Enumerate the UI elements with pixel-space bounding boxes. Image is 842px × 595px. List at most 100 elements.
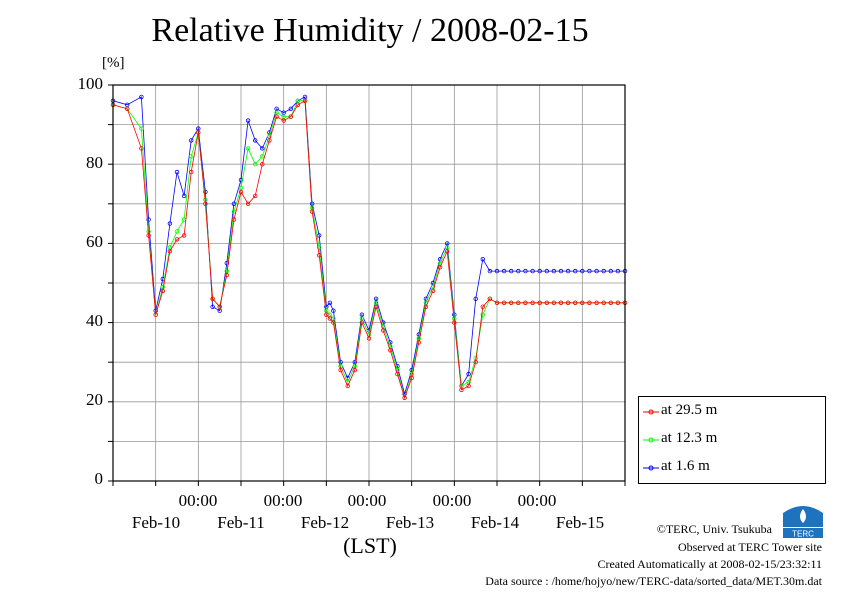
data-point (594, 300, 599, 305)
data-point (615, 300, 621, 305)
data-point (352, 360, 357, 365)
data-point (181, 233, 187, 238)
data-point (203, 189, 208, 195)
data-point (196, 126, 201, 131)
data-point (231, 209, 237, 214)
legend-item: at 12.3 m (639, 429, 825, 449)
data-point (345, 379, 350, 385)
data-point (359, 316, 365, 321)
data-point (260, 146, 265, 151)
data-point (516, 300, 521, 305)
data-point (587, 300, 592, 305)
data-point (459, 383, 464, 389)
data-point (373, 296, 379, 301)
svg-text:TERC: TERC (792, 530, 814, 539)
data-point (565, 268, 571, 274)
data-point (217, 308, 222, 313)
data-point (331, 320, 336, 325)
data-point (160, 284, 165, 290)
data-point (573, 300, 578, 305)
data-point (317, 233, 322, 238)
data-point (260, 161, 265, 167)
data-point (395, 367, 400, 373)
data-point (395, 364, 400, 369)
data-point (565, 300, 571, 305)
data-point (174, 237, 180, 242)
data-point (327, 312, 333, 317)
footer-created: Created Automatically at 2008-02-15/23:3… (597, 557, 822, 571)
data-point (281, 118, 286, 123)
data-point (231, 217, 237, 222)
data-point (523, 300, 528, 305)
data-point (622, 300, 628, 305)
data-point (530, 300, 535, 305)
data-point (238, 185, 244, 191)
x-axis-label: (LST) (343, 533, 397, 558)
data-point (416, 336, 421, 341)
data-point (210, 296, 215, 301)
legend-marker-icon (643, 465, 659, 471)
data-point (445, 241, 450, 246)
data-point (487, 296, 493, 301)
data-point (452, 320, 457, 325)
legend-item: at 1.6 m (639, 457, 825, 477)
data-point (174, 169, 180, 175)
data-point (516, 300, 521, 305)
data-point (494, 300, 500, 305)
y-unit-label: [%] (102, 55, 125, 71)
data-point (423, 300, 429, 305)
data-point (480, 257, 485, 262)
x-tick-time: 00:00 (263, 491, 303, 510)
data-point (309, 209, 315, 214)
data-point (352, 364, 357, 369)
data-point (338, 364, 343, 369)
x-tick-day: Feb-10 (131, 513, 181, 532)
data-point (480, 304, 485, 309)
data-point (473, 360, 478, 365)
data-point (487, 296, 493, 301)
data-point (224, 268, 229, 274)
x-tick-day: Feb-13 (385, 513, 435, 532)
data-point (366, 332, 372, 337)
data-point (409, 375, 414, 381)
data-point (409, 371, 414, 377)
data-point (466, 371, 471, 377)
data-point (544, 300, 549, 305)
data-point (327, 316, 333, 321)
data-point (615, 268, 621, 274)
data-point (139, 126, 144, 131)
data-point (188, 138, 194, 143)
data-point (345, 375, 350, 381)
data-point (466, 383, 471, 389)
data-point (327, 300, 333, 305)
data-point (501, 300, 507, 305)
data-point (217, 304, 222, 309)
data-point (224, 272, 229, 278)
data-point (210, 296, 215, 301)
data-point (416, 340, 421, 345)
data-point (594, 300, 599, 305)
data-point (352, 367, 357, 373)
data-point (601, 268, 606, 274)
data-point (608, 268, 613, 274)
data-point (331, 316, 336, 321)
data-point (153, 312, 158, 317)
data-point (558, 300, 564, 305)
y-tick-label: 40 (86, 311, 103, 330)
data-point (110, 102, 116, 107)
data-point (281, 110, 286, 115)
data-point (160, 276, 165, 282)
data-point (252, 138, 258, 143)
data-point (196, 130, 201, 135)
y-tick-label: 0 (94, 469, 104, 488)
series-line (112, 100, 625, 400)
data-point (366, 328, 372, 333)
x-tick-time: 00:00 (432, 491, 472, 510)
data-point (181, 217, 187, 222)
data-point (587, 300, 592, 305)
data-point (231, 201, 237, 206)
data-point (423, 304, 429, 309)
data-point (267, 134, 272, 139)
data-point (551, 300, 557, 305)
data-point (509, 268, 514, 274)
